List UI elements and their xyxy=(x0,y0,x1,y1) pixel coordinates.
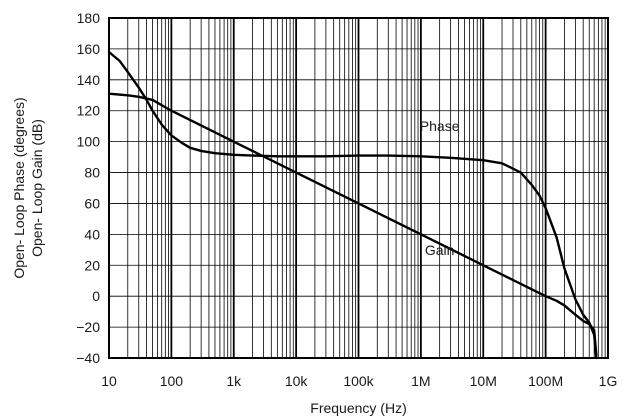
y-tick-label: 160 xyxy=(77,41,101,57)
phase-label: Phase xyxy=(420,118,460,134)
series xyxy=(107,50,598,360)
y-tick-label: −20 xyxy=(76,319,100,335)
phase-curve xyxy=(107,50,598,360)
y-tick-label: 0 xyxy=(92,288,100,304)
x-tick-label: 100M xyxy=(528,373,563,389)
x-tick-label: 1M xyxy=(411,373,430,389)
gain-label: Gain xyxy=(425,242,455,258)
y-tick-label: 140 xyxy=(77,72,101,88)
x-tick-label: 1G xyxy=(599,373,618,389)
y-tick-label: 20 xyxy=(84,257,100,273)
grid xyxy=(108,17,609,359)
x-tick-label: 100 xyxy=(160,373,184,389)
y-axis-title-phase: Open- Loop Phase (degrees) xyxy=(11,97,27,278)
y-tick-label: −40 xyxy=(76,350,100,366)
y-tick-label: 60 xyxy=(84,195,100,211)
y-axis-title-gain: Open- Loop Gain (dB) xyxy=(29,119,45,257)
gain-curve xyxy=(107,92,598,357)
y-tick-label: 180 xyxy=(77,10,101,26)
y-tick-label: 40 xyxy=(84,226,100,242)
y-tick-label: 80 xyxy=(84,165,100,181)
plot-frame xyxy=(108,17,609,359)
x-axis-title: Frequency (Hz) xyxy=(310,400,406,416)
x-tick-label: 10k xyxy=(285,373,309,389)
x-tick-label: 1k xyxy=(226,373,242,389)
x-tick-label: 10M xyxy=(470,373,497,389)
series-labels: Phase Gain xyxy=(420,118,460,258)
x-tick-label: 10 xyxy=(101,373,117,389)
y-tick-label: 100 xyxy=(77,134,101,150)
tick-labels: 10 100 1k 10k 100k 1M 10M 100M 1G 180 160 140 120 100… xyxy=(76,10,617,389)
y-tick-label: 120 xyxy=(77,103,101,119)
x-tick-label: 100k xyxy=(343,373,374,389)
